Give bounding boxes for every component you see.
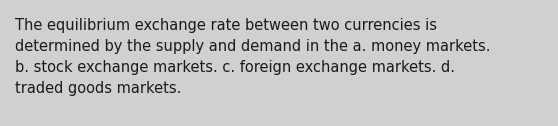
Text: The equilibrium exchange rate between two currencies is
determined by the supply: The equilibrium exchange rate between tw… xyxy=(15,18,490,96)
